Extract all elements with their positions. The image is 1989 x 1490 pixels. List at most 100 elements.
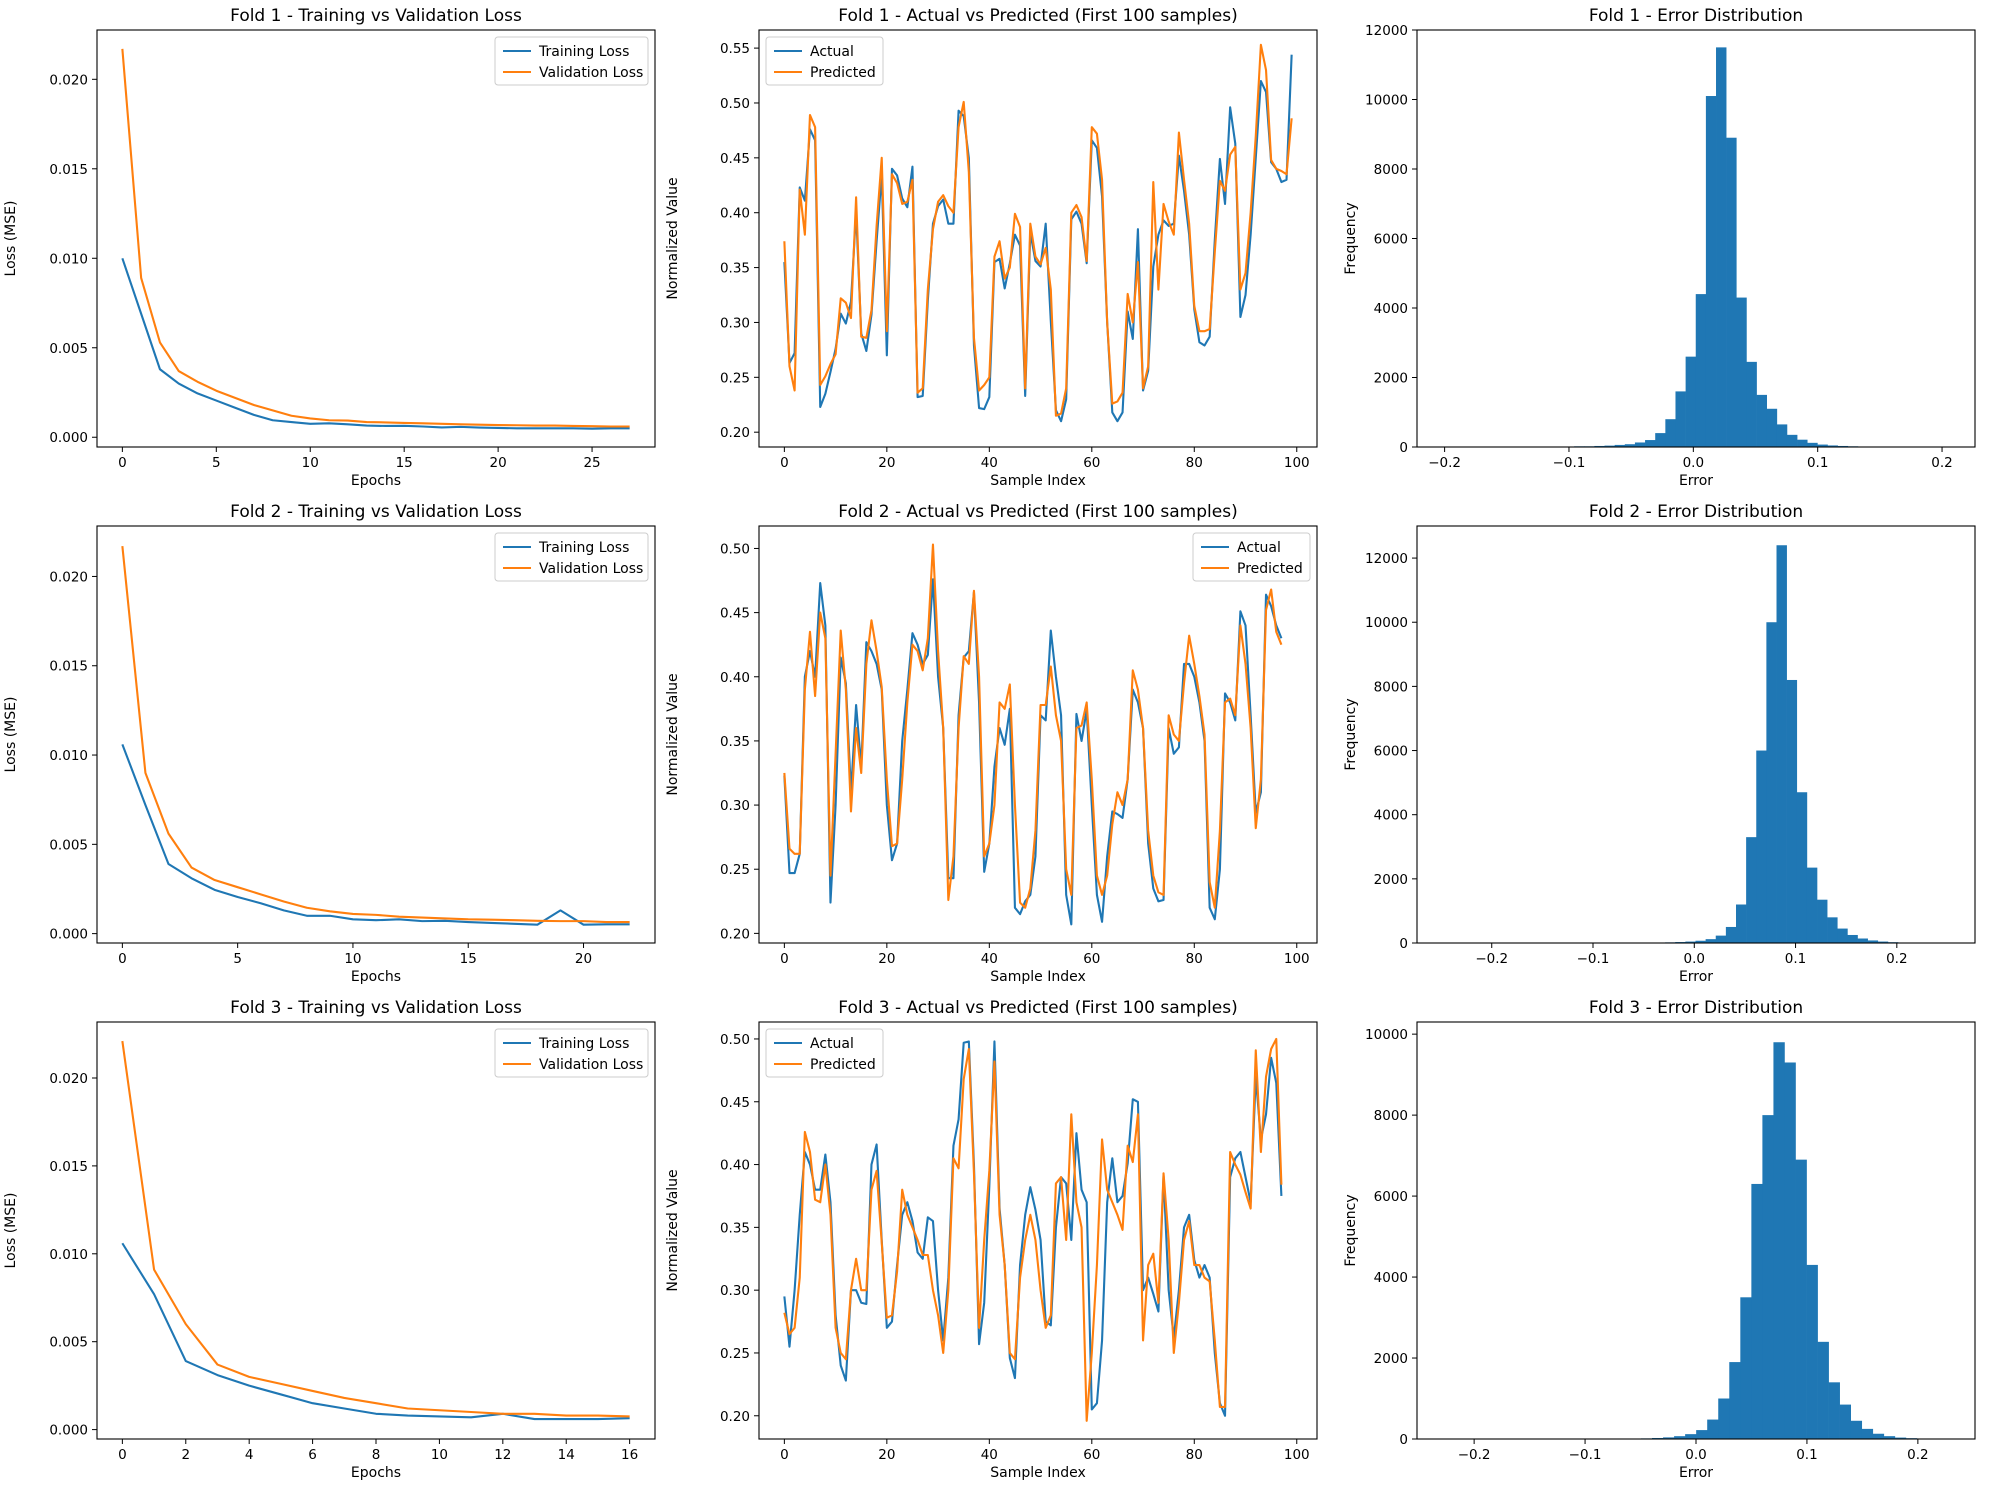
- histogram-bar: [1725, 926, 1737, 943]
- histogram-bar: [1837, 928, 1848, 943]
- histogram-bar: [1696, 1430, 1708, 1439]
- y-tick-label: 0.015: [49, 162, 88, 178]
- legend-label: Training Loss: [538, 540, 629, 556]
- legend: Actual Predicted: [765, 1028, 884, 1078]
- subplot-5: 0 20 40 60 80 100 0.20 0.25 0.30 0.35 0.40 0.45 0.50…: [665, 502, 1318, 985]
- histogram-bar: [1736, 904, 1747, 943]
- x-tick-label: 100: [1284, 1447, 1310, 1463]
- y-tick-label: 0.35: [720, 261, 750, 277]
- y-tick-label: 0.25: [720, 370, 750, 386]
- chart-title: Fold 3 - Error Distribution: [1589, 998, 1803, 1018]
- chart-title: Fold 1 - Actual vs Predicted (First 100 …: [838, 6, 1237, 26]
- subplot-8: 0 20 40 60 80 100 0.20 0.25 0.30 0.35 0.40 0.45 0.50…: [665, 998, 1318, 1481]
- y-tick-label: 0: [1399, 936, 1408, 952]
- histogram-bar: [1795, 1159, 1807, 1439]
- histogram-bar: [1726, 137, 1737, 447]
- x-tick-label: 0: [780, 455, 789, 471]
- legend-label: Actual: [810, 1036, 854, 1052]
- histogram-bar: [1776, 545, 1787, 943]
- histogram-bar: [1746, 837, 1757, 943]
- x-tick-label: −0.2: [1458, 1447, 1491, 1463]
- axes-frame: [96, 1021, 656, 1440]
- axes-frame: [758, 1021, 1318, 1440]
- y-axis-label: Frequency: [1343, 698, 1359, 770]
- series-line-training-loss: [121, 743, 630, 926]
- histogram-bar: [1634, 442, 1646, 447]
- subplot-1: 0 5 10 15 20 25 0.000 0.005 0.010 0.015 0.020 Fold …: [3, 6, 656, 489]
- series-line-actual: [783, 54, 1293, 423]
- x-tick-label: 10: [344, 951, 361, 967]
- series-line-predicted: [783, 1037, 1283, 1422]
- histogram-bar: [1685, 941, 1696, 943]
- x-tick-label: 60: [1083, 1447, 1100, 1463]
- x-axis-label: Sample Index: [990, 1465, 1085, 1481]
- x-tick-label: 0.0: [1685, 1447, 1706, 1463]
- y-tick-label: 0.010: [49, 748, 88, 764]
- series-line-predicted: [783, 43, 1293, 417]
- axes-frame: [758, 525, 1318, 944]
- x-tick-label: 0: [118, 455, 127, 471]
- x-tick-label: 0.1: [1785, 951, 1806, 967]
- histogram-bar: [1817, 1341, 1829, 1439]
- x-tick-label: 10: [431, 1447, 448, 1463]
- y-axis-label: Frequency: [1343, 202, 1359, 274]
- legend-label: Validation Loss: [539, 1057, 643, 1073]
- histogram-bar: [1655, 433, 1666, 447]
- y-tick-label: 0.020: [49, 569, 88, 585]
- subplot-6: −0.2 −0.1 0.0 0.1 0.2 0 2000 4000 6000 8000 10000 1…: [1343, 502, 1976, 985]
- histogram-bar: [1828, 1382, 1840, 1439]
- x-tick-label: 2: [181, 1447, 190, 1463]
- histogram-bar: [1756, 750, 1767, 943]
- x-axis-label: Error: [1679, 1465, 1713, 1481]
- y-tick-label: 10000: [1365, 615, 1408, 631]
- histogram-bar: [1850, 1420, 1863, 1439]
- x-axis-label: Epochs: [351, 1465, 401, 1481]
- x-tick-label: 0: [118, 951, 127, 967]
- x-tick-label: 14: [558, 1447, 575, 1463]
- plot-area: [783, 543, 1283, 926]
- series-line-validation-loss: [121, 545, 630, 924]
- histogram-bar: [1736, 297, 1747, 447]
- histogram-bar: [1797, 439, 1808, 447]
- y-tick-label: 0.015: [49, 1159, 88, 1175]
- histogram-bar: [1827, 917, 1838, 943]
- histogram-bar: [1786, 434, 1798, 447]
- x-axis-label: Epochs: [351, 473, 401, 489]
- x-tick-label: −0.1: [1577, 951, 1610, 967]
- y-tick-label: 10000: [1365, 1027, 1408, 1043]
- x-tick-label: 60: [1083, 455, 1100, 471]
- subplot-7: 0 2 4 6 8 10 12 14 16 0.000 0.005 0.010 0.015 0.020 Fo…: [3, 998, 656, 1481]
- plot-area: [783, 43, 1293, 423]
- x-tick-label: 15: [396, 455, 413, 471]
- y-tick-label: 0: [1399, 440, 1408, 456]
- x-axis-label: Sample Index: [990, 969, 1085, 985]
- y-tick-label: 0.25: [720, 862, 750, 878]
- x-tick-label: 0.2: [1931, 455, 1952, 471]
- y-tick-label: 0.010: [49, 1247, 88, 1263]
- histogram-bar: [1751, 1183, 1763, 1439]
- plot-area: [121, 1040, 630, 1421]
- y-tick-label: 0.005: [49, 341, 88, 357]
- y-tick-label: 0.20: [720, 926, 750, 942]
- axes-frame: [758, 29, 1318, 448]
- x-tick-label: 20: [878, 455, 895, 471]
- y-axis-label: Loss (MSE): [3, 201, 19, 277]
- legend: Training Loss Validation Loss: [494, 532, 649, 582]
- histogram-bar: [1806, 1264, 1818, 1439]
- x-tick-label: 6: [308, 1447, 317, 1463]
- chart-title: Fold 2 - Training vs Validation Loss: [230, 502, 522, 522]
- x-axis-label: Sample Index: [990, 473, 1085, 489]
- y-tick-label: 0.45: [720, 1095, 750, 1111]
- x-tick-label: 16: [621, 1447, 638, 1463]
- histogram-bar: [1604, 445, 1615, 447]
- chart-title: Fold 2 - Error Distribution: [1589, 502, 1803, 522]
- x-tick-label: 0: [780, 951, 789, 967]
- y-tick-label: 2000: [1374, 371, 1408, 387]
- legend-box: [494, 532, 649, 582]
- histogram-bar: [1762, 1115, 1774, 1439]
- chart-title: Fold 3 - Training vs Validation Loss: [230, 998, 522, 1018]
- plot-area: [1513, 47, 1909, 447]
- x-tick-label: 100: [1284, 455, 1310, 471]
- y-tick-label: 0.005: [49, 1335, 88, 1351]
- y-tick-label: 0.35: [720, 1220, 750, 1236]
